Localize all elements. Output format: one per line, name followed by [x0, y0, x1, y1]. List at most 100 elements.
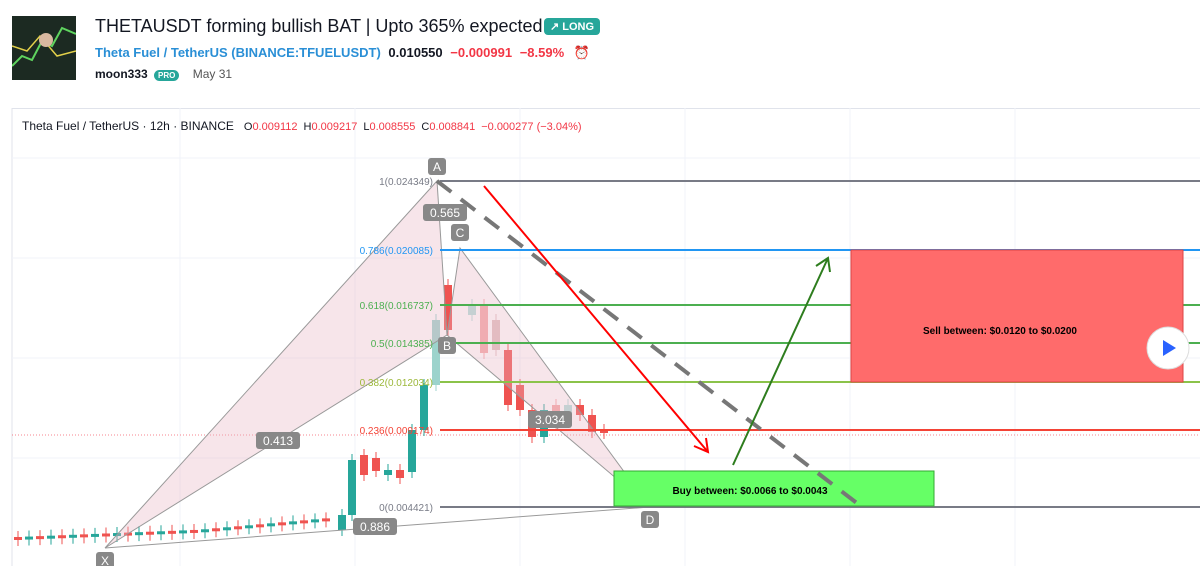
change-pct: −8.59%	[519, 45, 565, 60]
candle-body	[58, 535, 66, 539]
point-label-box	[641, 511, 659, 528]
ohlc-change: −0.000277 (−3.04%)	[481, 121, 581, 133]
point-label: A	[433, 160, 441, 174]
fib-label: 0.236(0.009174)	[360, 426, 433, 437]
candle-body	[157, 531, 165, 535]
ratio-label: 3.034	[535, 413, 565, 427]
point-label: B	[443, 339, 451, 353]
symbol-name[interactable]: Theta Fuel / TetherUS	[95, 45, 228, 60]
author-line: moon333 PRO May 31	[95, 67, 232, 81]
candle-body	[420, 385, 428, 430]
candle-body	[408, 430, 416, 472]
candle-body	[201, 529, 209, 533]
candle-body	[190, 529, 198, 533]
candle-body	[384, 470, 392, 475]
ohlc-value: 0.009217	[311, 121, 357, 133]
ohlc-value: 0.008555	[369, 121, 415, 133]
candle-body	[348, 460, 356, 515]
candle-body	[234, 526, 242, 530]
candle-body	[69, 534, 77, 538]
candle-body	[212, 528, 220, 532]
ratio-label: 0.413	[263, 434, 293, 448]
candle-body	[256, 524, 264, 528]
fib-label: 0(0.004421)	[379, 503, 433, 514]
fib-levels: 1(0.024349) 0.786(0.020085) 0.618(0.016737…	[360, 177, 1200, 514]
candle-body	[600, 430, 608, 433]
price: 0.010550	[388, 45, 443, 60]
ohlc-key: C	[421, 121, 429, 133]
candle-body	[576, 405, 584, 415]
candle-body	[588, 415, 596, 432]
pattern-labels: A C B D X 0.565 0.413 3.034 0.886	[96, 158, 659, 566]
candle-body	[468, 305, 476, 315]
buy-box	[613, 470, 935, 507]
candle-body	[267, 523, 275, 527]
fib-label: 0.382(0.012034)	[360, 378, 433, 389]
candle-body	[168, 530, 176, 534]
ohlc-key: L	[363, 121, 369, 133]
idea-title: THETAUSDT forming bullish BAT | Upto 365…	[95, 16, 543, 36]
long-badge: ↗ LONG	[544, 18, 601, 35]
candle-body	[396, 470, 404, 478]
legend-symbol: Theta Fuel / TetherUS · 12h · BINANCE	[22, 119, 234, 133]
point-label: X	[101, 554, 109, 566]
candle-body	[102, 533, 110, 537]
fib-label: 0.5(0.014385)	[371, 339, 433, 350]
candle-body	[278, 522, 286, 526]
date: May 31	[192, 67, 233, 81]
candle-body	[245, 525, 253, 529]
candle-body	[444, 285, 452, 330]
chart: 1(0.024349) 0.786(0.020085) 0.618(0.016737…	[11, 108, 1200, 566]
candle-body	[432, 320, 440, 385]
candle-body	[36, 536, 44, 540]
candle-body	[289, 521, 297, 525]
buy-box-label: Buy between: $0.0066 to $0.0043	[672, 486, 828, 497]
candle-body	[14, 537, 22, 540]
candle-body	[80, 534, 88, 538]
candle-body	[135, 532, 143, 536]
candle-body	[338, 515, 346, 530]
play-icon[interactable]	[1163, 340, 1176, 356]
candle-body	[480, 305, 488, 353]
candle-body	[146, 531, 154, 535]
candle-body	[25, 536, 33, 540]
avatar	[12, 16, 76, 80]
candle-body	[492, 320, 500, 350]
candle-body	[179, 530, 187, 534]
point-label-box	[451, 224, 469, 241]
ohlc-key: O	[244, 121, 253, 133]
sell-box	[850, 249, 1184, 383]
ratio-label-box	[256, 432, 300, 449]
candle-body	[360, 455, 368, 475]
ratio-label-box	[528, 411, 572, 428]
ohlc-key: H	[304, 121, 312, 133]
red-arrow	[483, 185, 710, 454]
point-label: C	[456, 226, 465, 240]
candle-body	[504, 350, 512, 405]
fib-label: 1(0.024349)	[379, 177, 433, 188]
green-arrow	[732, 256, 831, 466]
symbol-line: Theta Fuel / TetherUS (BINANCE:TFUELUSDT…	[95, 45, 590, 61]
point-label-box	[428, 158, 446, 175]
candle-body	[311, 519, 319, 523]
alert-icon[interactable]: ⏰	[573, 45, 590, 60]
author[interactable]: moon333	[95, 67, 148, 81]
fib-label: 0.618(0.016737)	[360, 301, 433, 312]
point-label: D	[646, 513, 655, 527]
candle-body	[372, 458, 380, 471]
ratio-label: 0.565	[430, 206, 460, 220]
point-label-box	[96, 552, 114, 566]
ohlc-value: 0.009112	[252, 121, 297, 133]
badge-text: LONG	[562, 21, 595, 33]
chart-legend: Theta Fuel / TetherUS · 12h · BINANCE O0.…	[22, 119, 582, 133]
sell-box-label: Sell between: $0.0120 to $0.0200	[923, 326, 1077, 337]
pro-badge: PRO	[154, 70, 180, 81]
change: −0.000991	[450, 45, 513, 60]
candle-body	[300, 520, 308, 524]
ohlc-value: 0.008841	[429, 121, 475, 133]
candle-body	[47, 535, 55, 539]
ratio-label-box	[423, 204, 467, 221]
symbol-code[interactable]: (BINANCE:TFUELUSDT)	[231, 45, 381, 60]
candle-body	[322, 518, 330, 522]
